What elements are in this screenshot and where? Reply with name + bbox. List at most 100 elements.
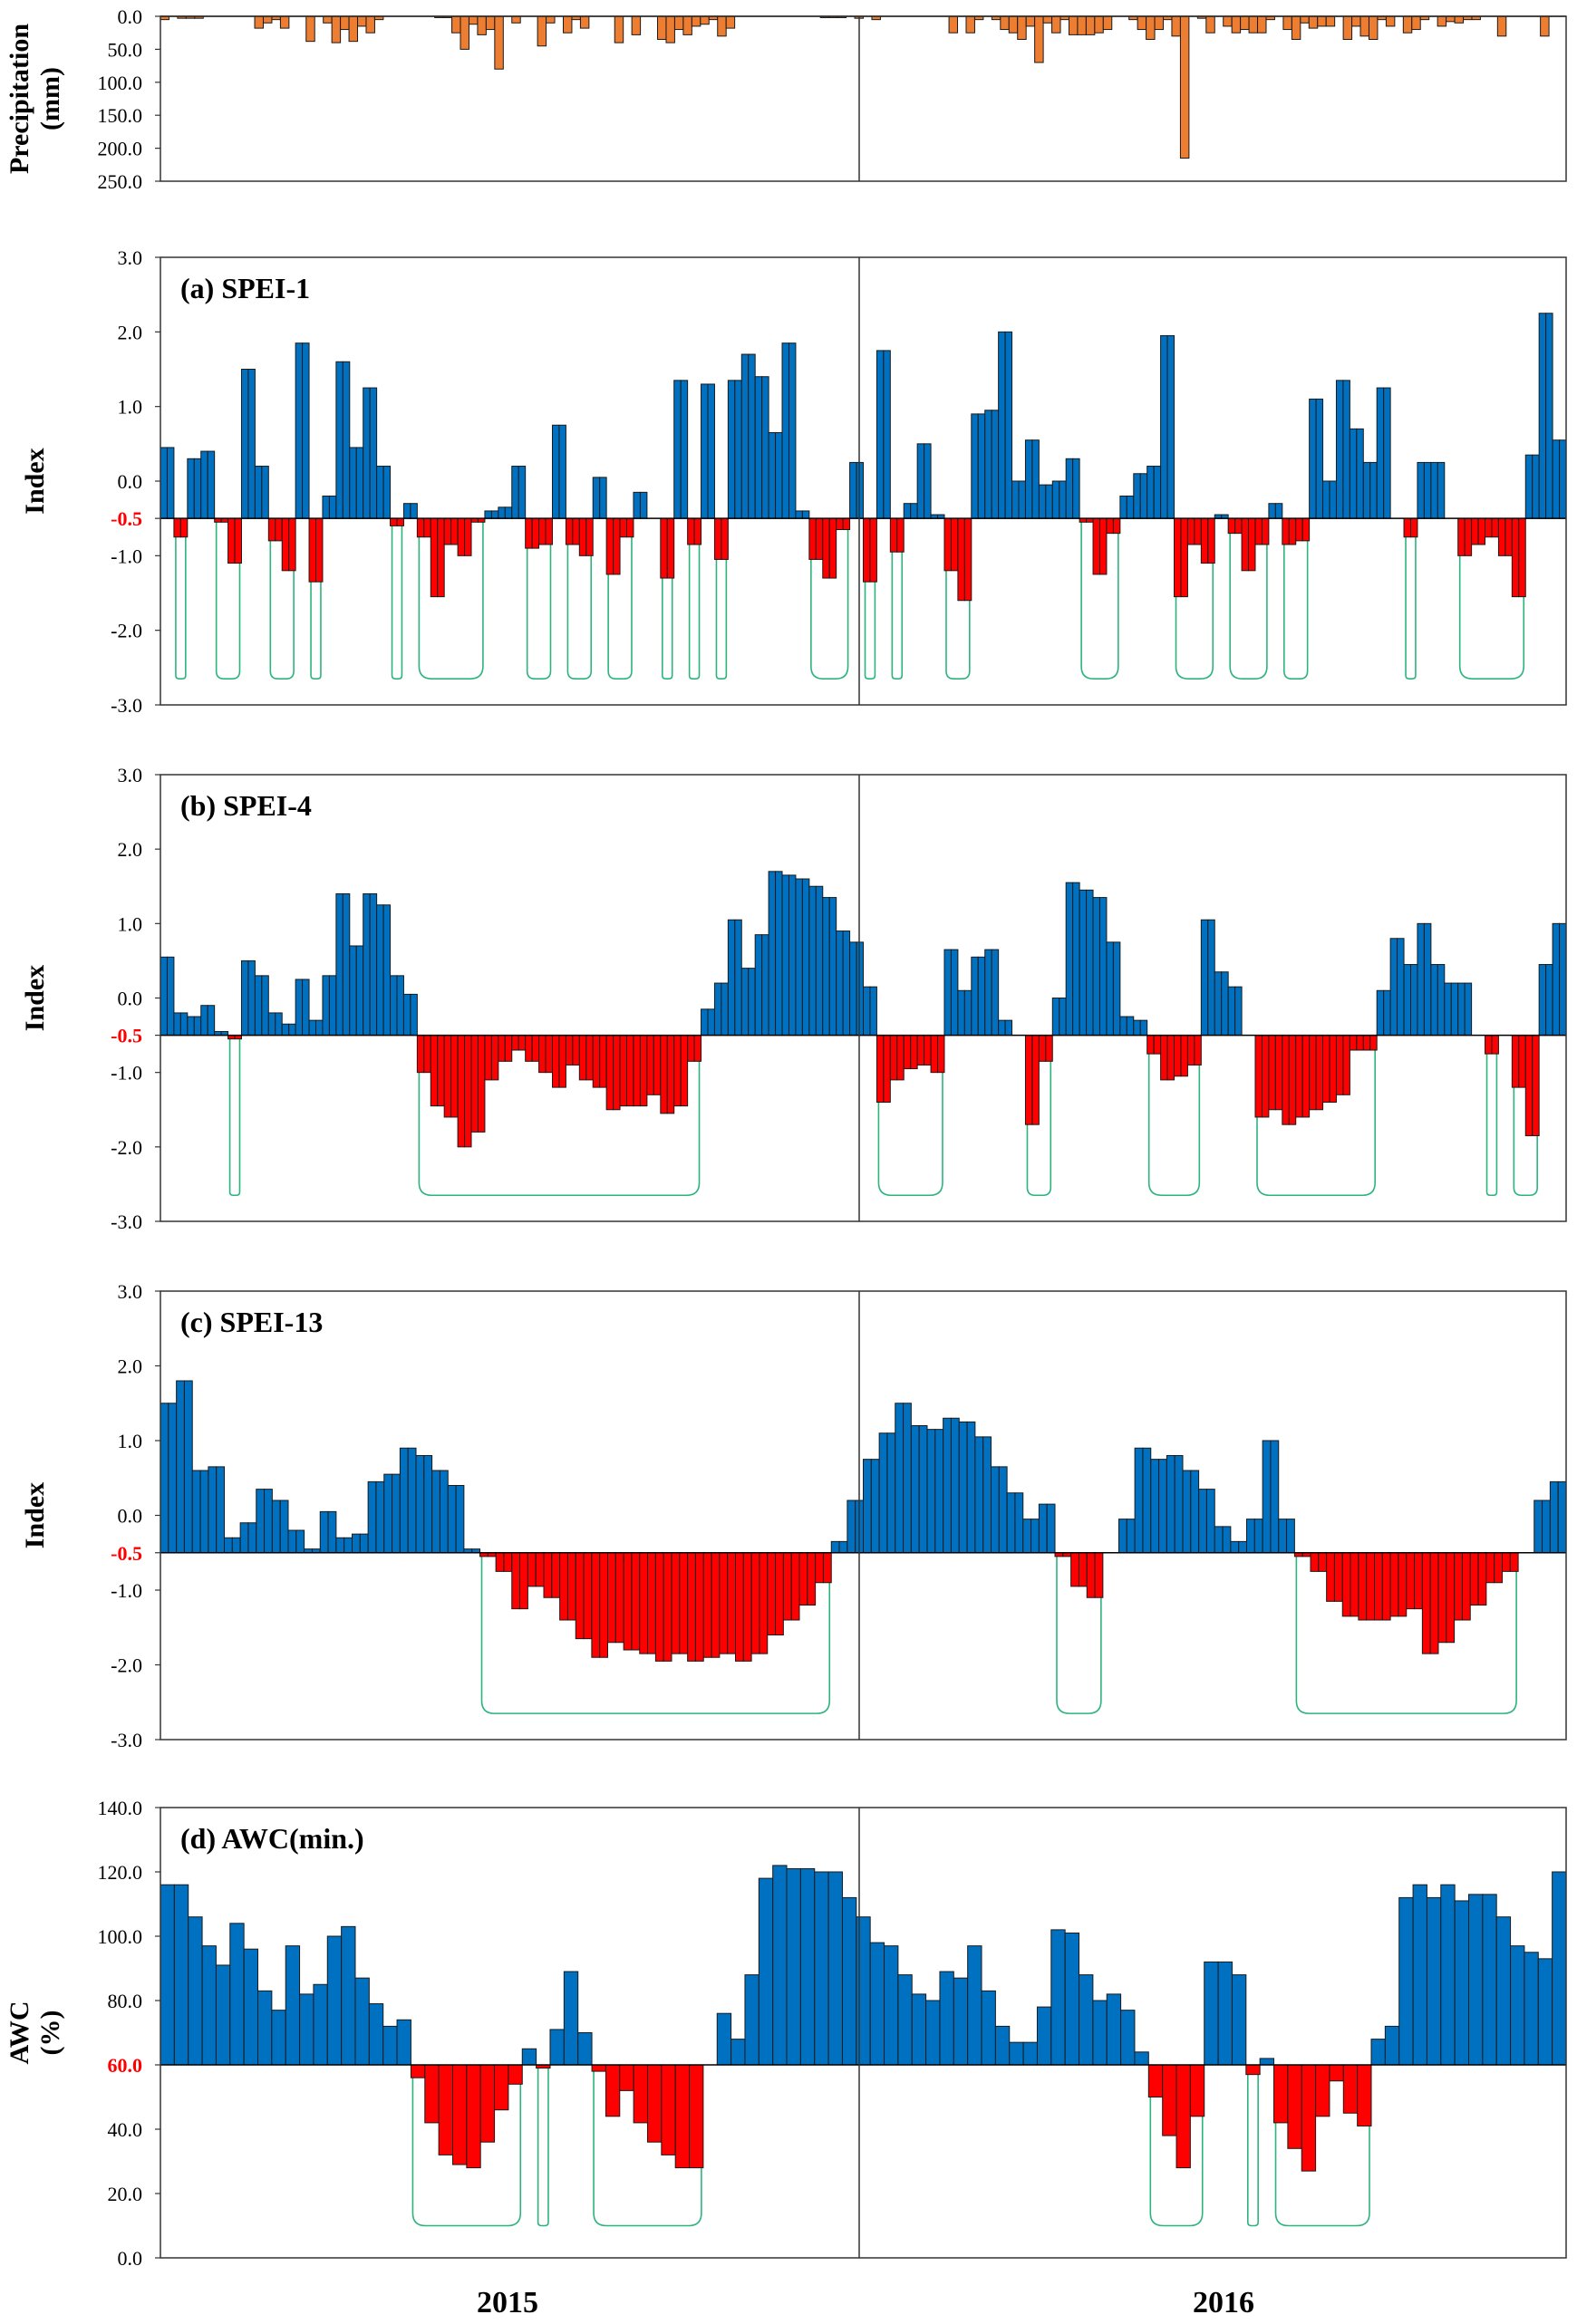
data-bar	[1410, 517, 1418, 538]
data-bar	[1077, 15, 1087, 35]
data-bar	[326, 1935, 343, 2066]
data-bar	[451, 15, 461, 34]
data-bar	[799, 1867, 816, 2066]
data-bar	[977, 956, 986, 1037]
y-tick-label: -0.5	[111, 1542, 142, 1565]
data-bar	[889, 517, 898, 553]
y-tick-label: 0.0	[118, 5, 143, 28]
drought-period-line	[810, 518, 849, 680]
data-bar	[673, 380, 682, 519]
data-bar	[357, 15, 367, 27]
data-bar	[613, 517, 621, 575]
data-bar	[1329, 480, 1337, 519]
data-bar	[1457, 517, 1466, 556]
data-bar	[215, 1964, 231, 2066]
data-bar	[775, 871, 783, 1037]
data-bar	[1350, 1552, 1359, 1617]
data-bar	[1078, 1552, 1088, 1587]
data-bar	[967, 1945, 982, 2066]
data-bar	[814, 1871, 829, 2066]
data-bar	[1477, 517, 1486, 545]
data-bar	[673, 15, 684, 31]
data-bar	[342, 892, 351, 1037]
data-bar	[470, 1035, 479, 1133]
data-bar	[702, 1552, 712, 1658]
data-bar	[382, 466, 392, 519]
data-bar	[742, 1552, 752, 1662]
data-bar	[1174, 1455, 1184, 1554]
data-bar	[1301, 517, 1311, 542]
data-bar	[1022, 1519, 1032, 1554]
data-bar	[328, 495, 337, 519]
data-bar	[1356, 1035, 1364, 1051]
data-bar	[1134, 1447, 1144, 1554]
data-bar	[758, 1877, 774, 2066]
data-bar	[256, 1489, 266, 1554]
data-bar	[1034, 15, 1044, 63]
data-bar	[896, 1035, 905, 1081]
data-bar	[963, 517, 972, 602]
drought-period-line	[715, 518, 728, 680]
data-bar	[1274, 503, 1283, 519]
data-bar	[646, 2064, 663, 2143]
data-bar	[1245, 2064, 1261, 2076]
y-tick-label: 200.0	[98, 138, 143, 160]
data-bar	[1469, 1552, 1479, 1606]
data-bar	[991, 949, 1000, 1037]
data-bar	[903, 503, 912, 519]
data-bar	[511, 15, 521, 24]
data-bar	[838, 1540, 848, 1554]
data-bar	[437, 1035, 445, 1107]
data-bar	[1333, 1552, 1343, 1602]
data-bar	[856, 1916, 871, 2066]
data-bar	[974, 1436, 984, 1554]
data-bar	[1495, 1916, 1512, 2066]
data-bar	[998, 331, 1006, 519]
data-bar	[910, 1425, 920, 1554]
y-tick-label: -1.0	[111, 1062, 142, 1085]
data-bar	[1065, 882, 1074, 1037]
data-bar	[830, 1540, 840, 1554]
data-bar	[1024, 439, 1033, 519]
data-bar	[700, 15, 710, 25]
data-bar	[1200, 517, 1209, 564]
data-bar	[876, 350, 885, 519]
data-bar	[187, 1016, 195, 1037]
data-bar	[822, 1552, 832, 1584]
data-bar	[633, 2064, 648, 2124]
data-bar	[963, 989, 972, 1037]
data-bar	[431, 1470, 440, 1554]
data-bar	[234, 517, 242, 564]
data-bar	[562, 15, 573, 34]
data-bar	[1030, 1519, 1040, 1554]
data-bar	[331, 15, 342, 43]
awc-panel: 140.0 120.0 100.0 80.0 60.0 40.0 20.0 0.0 AWC (%)…	[5, 1797, 1567, 2270]
data-bar	[279, 1500, 289, 1554]
data-bar	[665, 15, 675, 43]
data-bar	[1278, 1519, 1288, 1554]
drought-period-line	[526, 518, 552, 680]
data-bar	[490, 510, 499, 519]
data-bar	[613, 1035, 621, 1111]
data-bar	[1126, 1519, 1136, 1554]
data-bar	[1154, 15, 1165, 31]
data-bar	[1133, 1019, 1141, 1037]
data-bar	[767, 1552, 777, 1635]
data-bar	[1538, 964, 1547, 1037]
data-bar	[781, 874, 789, 1037]
data-bar	[423, 1455, 433, 1554]
data-bar	[876, 1035, 885, 1104]
data-bar	[822, 517, 830, 579]
data-bar	[208, 1466, 218, 1554]
data-bar	[437, 517, 445, 598]
data-bar	[315, 1019, 324, 1037]
data-bar	[1171, 15, 1181, 37]
data-bar	[1000, 15, 1010, 31]
data-bar	[243, 1948, 259, 2066]
data-bar	[240, 369, 249, 519]
data-bar	[1317, 15, 1327, 27]
data-bar	[1417, 461, 1425, 519]
data-bar	[383, 1473, 393, 1554]
data-bar	[1477, 1552, 1487, 1606]
data-bar	[998, 1466, 1008, 1554]
